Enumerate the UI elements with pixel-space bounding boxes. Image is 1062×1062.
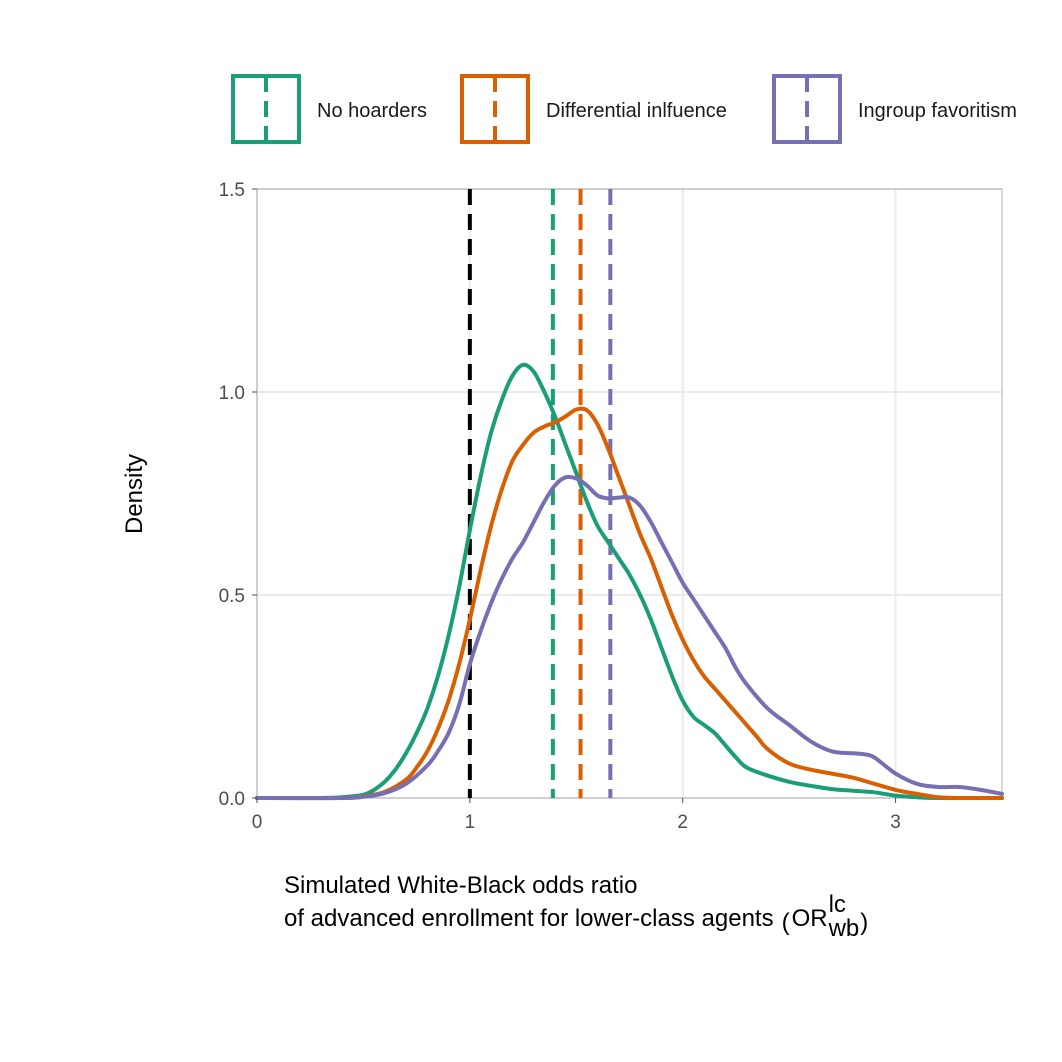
x-axis-title-symbol: ( OR lc wb ) — [782, 891, 869, 942]
y-axis-ticks: 0.0 0.5 1.0 1.5 — [219, 180, 257, 810]
y-tick-label-0: 0.0 — [219, 789, 245, 810]
density-curve-1 — [255, 406, 1004, 801]
y-tick-label-1: 0.5 — [219, 586, 245, 607]
paren-close: ) — [860, 909, 868, 936]
x-axis-title-line1: Simulated White-Black odds ratio — [284, 872, 637, 899]
symbol-or: OR — [792, 905, 828, 932]
density-curves — [255, 362, 1004, 801]
y-tick-label-3: 1.5 — [219, 180, 245, 201]
x-tick-label-0: 0 — [252, 812, 263, 833]
mean-lines — [467, 189, 613, 798]
x-tick-label-3: 3 — [890, 812, 901, 833]
y-tick-label-2: 1.0 — [219, 383, 245, 404]
y-axis-title: Density — [121, 454, 148, 534]
gridlines — [256, 188, 1002, 799]
symbol-superscript: lc — [829, 891, 846, 918]
x-axis-ticks: 0 1 2 3 — [252, 798, 901, 833]
x-axis-title: Simulated White-Black odds ratio of adva… — [284, 872, 868, 942]
legend-label-2: Ingroup favoritism — [858, 100, 1017, 122]
symbol-subscript: wb — [828, 915, 860, 942]
plot-panel-border — [256, 188, 1003, 799]
paren-open: ( — [782, 909, 790, 936]
density-curve-2 — [255, 474, 1004, 801]
x-axis-title-line2: of advanced enrollment for lower-class a… — [284, 905, 774, 932]
legend: No hoarders Differential inlfuence Ingroup… — [231, 74, 1017, 144]
legend-label-0: No hoarders — [317, 100, 427, 122]
x-tick-label-1: 1 — [465, 812, 476, 833]
legend-label-1: Differential inlfuence — [546, 100, 727, 122]
density-curve-0 — [255, 362, 1004, 801]
x-tick-label-2: 2 — [677, 812, 688, 833]
